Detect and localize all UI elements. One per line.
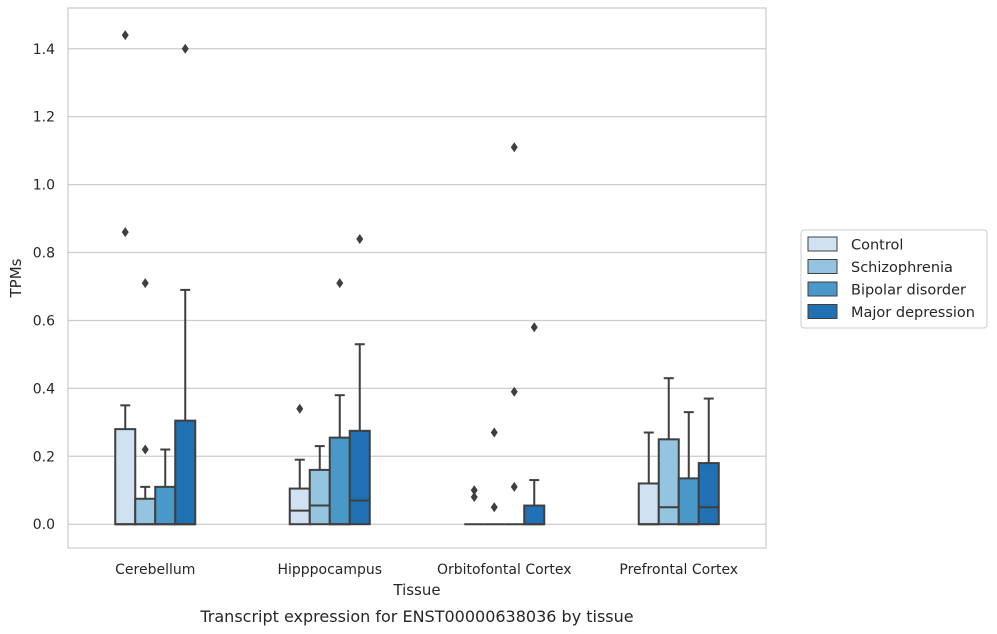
box-body <box>154 485 177 526</box>
outlier-point <box>530 322 538 333</box>
box-body <box>328 436 351 526</box>
box-body <box>288 487 311 526</box>
legend-swatch-bipolar-disorder <box>807 281 838 297</box>
box-body <box>348 429 371 526</box>
box-major-depression-prefrontal-cortex <box>697 397 720 526</box>
box-bipolar-disorder-hipppocampus <box>328 278 351 526</box>
outlier-point <box>510 386 518 397</box>
box-body <box>523 504 546 526</box>
box-control-cerebellum <box>114 30 137 526</box>
x-axis-title: Tissue <box>392 581 440 599</box>
box-body <box>308 468 331 526</box>
legend-label-major-depression: Major depression <box>851 305 975 321</box>
x-tick-label: Hipppocampus <box>277 562 382 578</box>
plot-frame <box>67 7 767 549</box>
outlier-point <box>470 485 478 496</box>
x-tick-label: Prefrontal Cortex <box>619 562 738 578</box>
y-tick-label: 1.0 <box>33 178 55 194</box>
box-bipolar-disorder-prefrontal-cortex <box>677 411 700 526</box>
box-schizophrenia-prefrontal-cortex <box>657 377 680 526</box>
x-tick-label: Cerebellum <box>115 562 195 578</box>
box-body <box>637 482 660 526</box>
box-body <box>677 477 700 526</box>
legend-label-schizophrenia: Schizophrenia <box>851 260 953 276</box>
box-major-depression-cerebellum <box>174 43 197 526</box>
outlier-point <box>510 481 518 492</box>
box-body <box>174 419 197 526</box>
legend-swatch-control <box>807 236 838 252</box>
outlier-point <box>141 278 149 289</box>
box-major-depression-hipppocampus <box>348 233 371 526</box>
outlier-point <box>296 403 304 414</box>
box-schizophrenia-cerebellum <box>134 278 157 526</box>
legend-frame <box>800 229 988 329</box>
legend-label-control: Control <box>851 238 903 254</box>
y-tick-label: 0.6 <box>33 313 55 329</box>
outlier-point <box>490 427 498 438</box>
box-body <box>134 497 157 526</box>
box-layer <box>114 30 720 526</box>
box-schizophrenia-orbitofontal-cortex <box>484 427 505 526</box>
outlier-point <box>510 142 518 153</box>
box-bipolar-disorder-cerebellum <box>154 448 177 526</box>
box-major-depression-orbitofontal-cortex <box>523 322 546 526</box>
figure-caption: Transcript expression for ENST0000063803… <box>199 607 633 626</box>
y-tick-label: 0.2 <box>33 449 55 465</box>
y-tick-labels: 0.0 0.2 0.4 0.6 0.8 1.0 1.2 1.4 <box>33 42 55 533</box>
outlier-point <box>181 43 189 54</box>
outlier-point <box>141 444 149 455</box>
outlier-point <box>121 227 129 238</box>
box-bipolar-disorder-orbitofontal-cortex <box>504 142 525 526</box>
y-tick-label: 1.2 <box>33 110 55 126</box>
y-tick-label: 0.4 <box>33 381 55 397</box>
box-body <box>657 438 680 526</box>
legend-swatch-schizophrenia <box>807 259 838 274</box>
box-control-orbitofontal-cortex <box>464 485 485 526</box>
y-tick-label: 0.8 <box>33 246 55 262</box>
outlier-point <box>356 233 364 244</box>
legend-label-bipolar-disorder: Bipolar disorder <box>851 283 966 299</box>
box-body <box>697 462 720 526</box>
outlier-point <box>490 502 498 513</box>
legend-swatch-major-depression <box>807 304 838 319</box>
y-tick-label: 0.0 <box>33 517 55 533</box>
outlier-point <box>336 278 344 289</box>
box-body <box>114 428 137 526</box>
outlier-point <box>121 30 129 41</box>
y-axis-title: TPMs <box>7 258 25 298</box>
legend: Control Schizophrenia Bipolar disorder Majo… <box>800 229 988 329</box>
x-tick-labels: Cerebellum Hipppocampus Orbitofontal Corte… <box>115 562 738 578</box>
x-tick-label: Orbitofontal Cortex <box>437 562 572 578</box>
y-tick-label: 1.4 <box>33 42 55 58</box>
outlier-point <box>470 492 478 503</box>
